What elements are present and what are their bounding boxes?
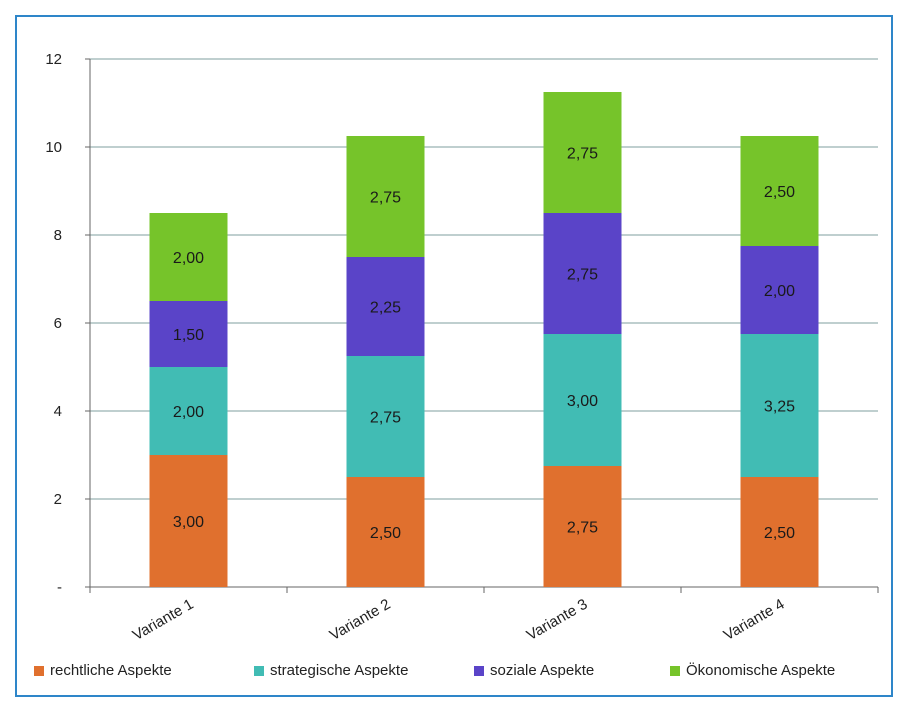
data-label: 2,75 [567,146,598,163]
data-label: 2,75 [567,520,598,537]
bar-segment [346,257,425,356]
legend-label: soziale Aspekte [490,662,595,679]
legend-label: strategische Aspekte [270,662,409,679]
legend-swatch [34,665,44,676]
chart-legend: rechtliche Aspekte strategische Aspekte so… [18,662,888,690]
data-label: 2,50 [370,525,401,542]
y-tick-label: 10 [45,139,62,156]
data-label: 3,00 [173,514,204,531]
legend-swatch [254,665,264,676]
data-label: 2,50 [764,525,795,542]
data-label: 3,25 [764,399,795,416]
bar-segment [346,477,425,587]
x-tick-label: Variante 3 [524,596,591,644]
data-label: 2,00 [173,250,204,267]
data-label: 3,00 [567,393,598,410]
legend-item: Ökonomische Aspekte [670,662,835,679]
data-label: 2,75 [567,267,598,284]
y-tick-label: 2 [54,491,62,508]
bar-segment [149,301,228,367]
legend-swatch [670,665,680,676]
data-label: 2,75 [370,410,401,427]
bar-segment [543,92,622,213]
y-tick-label: - [57,579,62,596]
bar-segment [543,213,622,334]
legend-label: rechtliche Aspekte [50,662,172,679]
bar-segment [149,213,228,301]
legend-label: Ökonomische Aspekte [686,662,836,679]
bar-segment [149,455,228,587]
bar-segment [740,334,819,477]
bar-segment [543,466,622,587]
data-label: 2,25 [370,300,401,317]
y-tick-label: 6 [54,315,62,332]
data-label: 2,00 [764,283,795,300]
bar-segment [543,334,622,466]
data-label: 2,75 [370,190,401,207]
bar-segment [740,477,819,587]
bar-segment [149,367,228,455]
bar-segment [740,246,819,334]
bar-segment [740,136,819,246]
legend-swatch [474,665,484,676]
bar-segment [346,136,425,257]
y-tick-label: 12 [45,51,62,68]
legend-item: rechtliche Aspekte [34,662,172,679]
legend-item: soziale Aspekte [474,662,594,679]
y-tick-label: 4 [54,403,62,420]
x-tick-label: Variante 2 [327,596,394,644]
legend-item: strategische Aspekte [254,662,408,679]
data-label: 2,00 [173,404,204,421]
y-tick-label: 8 [54,227,62,244]
x-tick-label: Variante 4 [721,596,788,644]
x-tick-label: Variante 1 [130,596,197,644]
bar-segment [346,356,425,477]
data-label: 2,50 [764,184,795,201]
data-label: 1,50 [173,327,204,344]
